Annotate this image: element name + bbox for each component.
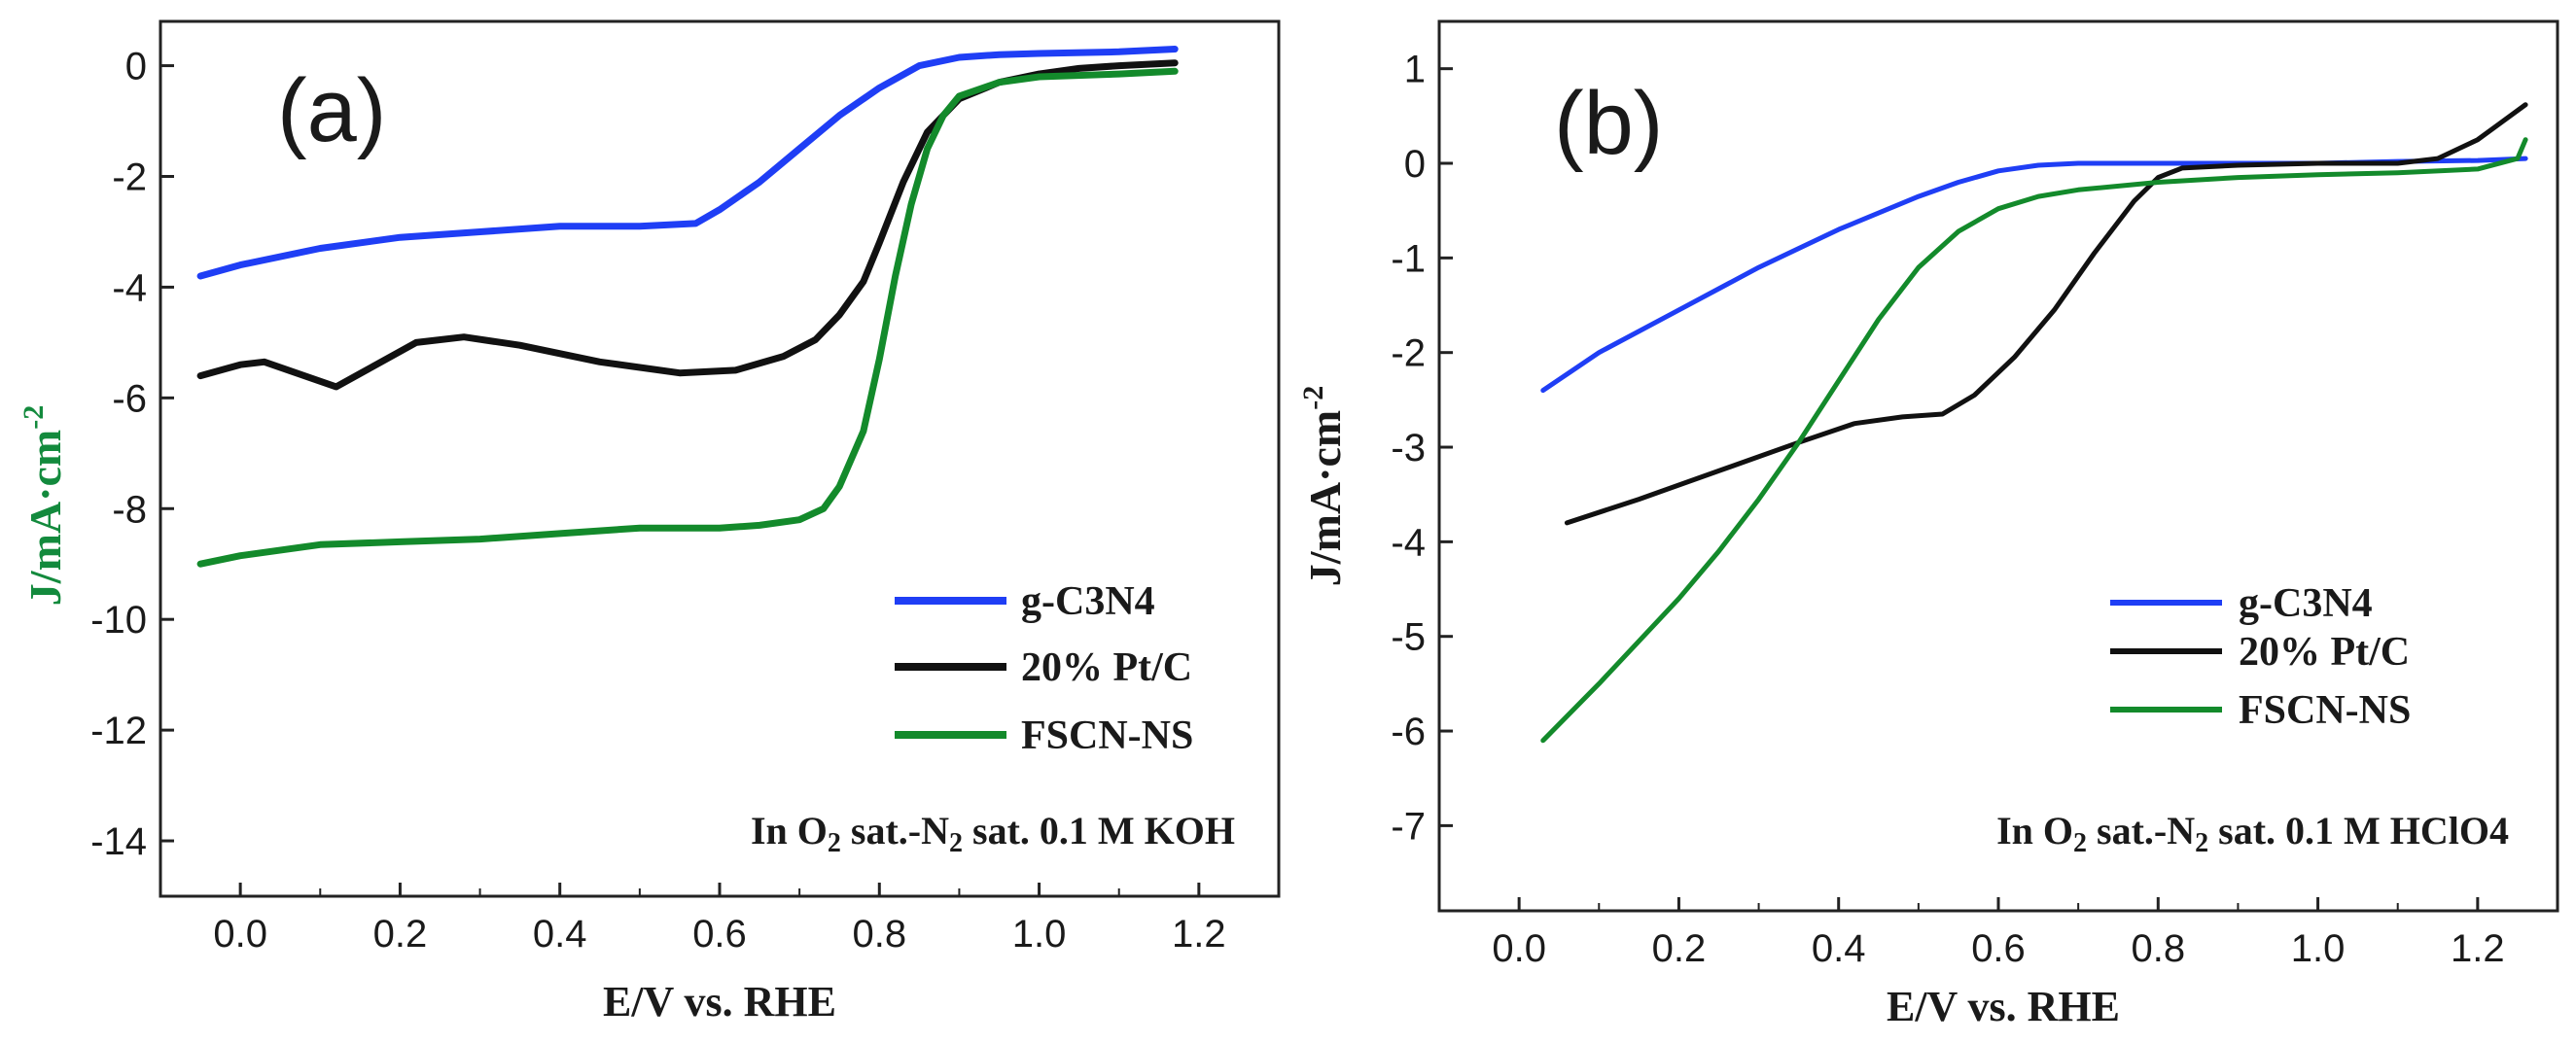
legend-label-fscn-ns-a: FSCN-NS bbox=[1021, 713, 1193, 758]
chart-panel-b: 0.0 0.2 0.4 0.6 0.8 1.0 1.2 1 0 -1 -2 -3 -4 -5 -6 -7 (b… bbox=[1297, 19, 2559, 1030]
y-tick-label: -14 bbox=[90, 820, 147, 863]
x-tick-label: 0.4 bbox=[533, 913, 587, 956]
y-tick-label: -10 bbox=[90, 599, 147, 642]
series-line-fscn-ns-a bbox=[196, 67, 1179, 568]
panel-label-b: (b) bbox=[1554, 74, 1663, 173]
annot-a-prefix: In O bbox=[751, 809, 828, 852]
x-tick-label: 0.0 bbox=[1492, 927, 1546, 970]
x-tick-label: 0.2 bbox=[373, 913, 428, 956]
legend-a: g-C3N4 20% Pt/C FSCN-NS bbox=[895, 579, 1193, 758]
x-tick-label: 1.2 bbox=[1172, 913, 1226, 956]
condition-annotation-a: In O2 sat.-N2 sat. 0.1 M KOH bbox=[751, 809, 1235, 858]
series-line-fscn-ns-b bbox=[1540, 137, 2528, 744]
x-tick-label: 1.2 bbox=[2451, 927, 2505, 970]
y-axis-label-a: J/mA·cm-2 bbox=[18, 405, 70, 606]
series-lines-a bbox=[196, 46, 1179, 568]
y-tick-label: -12 bbox=[90, 710, 147, 752]
x-axis-label-a: E/V vs. RHE bbox=[603, 978, 836, 1026]
legend-label-fscn-ns-b: FSCN-NS bbox=[2239, 688, 2411, 733]
y-tick-label: -2 bbox=[1391, 332, 1426, 375]
annot-b-mid: sat.-N bbox=[2087, 809, 2195, 852]
x-tick-label: 0.8 bbox=[852, 913, 906, 956]
y-tick-label: 1 bbox=[1404, 49, 1426, 91]
y-axis-label-b-text: J/mA·cm bbox=[1300, 410, 1350, 586]
series-line-20-pt-c-b bbox=[1564, 102, 2528, 526]
condition-annotation-b: In O2 sat.-N2 sat. 0.1 M HClO4 bbox=[1996, 809, 2509, 858]
annot-a-sub2: 2 bbox=[949, 828, 963, 858]
annot-a-suffix: sat. 0.1 M KOH bbox=[963, 809, 1235, 852]
x-tick-label: 0.6 bbox=[692, 913, 747, 956]
y-tick-label: -6 bbox=[1391, 711, 1426, 753]
x-tick-label: 1.0 bbox=[2291, 927, 2346, 970]
legend-label-pt-c-a: 20% Pt/C bbox=[1021, 645, 1192, 690]
series-lines-b bbox=[1540, 102, 2528, 744]
x-tick-label: 0.8 bbox=[2131, 927, 2185, 970]
y-tick-label: -4 bbox=[1391, 521, 1426, 564]
y-axis-label-b-superscript: -2 bbox=[1297, 386, 1329, 410]
legend-label-g-c3n4-a: g-C3N4 bbox=[1021, 579, 1155, 624]
chart-panel-a: 0.0 0.2 0.4 0.6 0.8 1.0 1.20-2-4-6-8-10-12-14 … bbox=[18, 19, 1281, 1026]
x-tick-label: 0.6 bbox=[1971, 927, 2026, 970]
x-tick-label: 0.4 bbox=[1812, 927, 1866, 970]
series-line-g-c3n4-a bbox=[196, 46, 1179, 280]
y-tick-label: -4 bbox=[112, 266, 147, 309]
y-tick-label: -1 bbox=[1391, 237, 1426, 280]
annot-b-suffix: sat. 0.1 M HClO4 bbox=[2208, 809, 2509, 852]
y-tick-label: 0 bbox=[1404, 143, 1426, 186]
legend-b: g-C3N4 20% Pt/C FSCN-NS bbox=[2110, 581, 2411, 733]
y-axis-label-a-superscript: -2 bbox=[18, 405, 50, 430]
annot-b-sub1: 2 bbox=[2073, 828, 2087, 858]
y-axis-label-a-text: J/mA·cm bbox=[20, 430, 70, 606]
annot-a-mid: sat.-N bbox=[841, 809, 949, 852]
y-tick-label: -7 bbox=[1391, 805, 1426, 848]
axes-a: 0.0 0.2 0.4 0.6 0.8 1.0 1.2 0 -2 -4 -6 -8 -10 -12 -14 bbox=[90, 46, 1280, 956]
series-line-g-c3n4-b bbox=[1540, 156, 2528, 394]
y-tick-label: -3 bbox=[1391, 427, 1426, 469]
annot-a-sub1: 2 bbox=[828, 828, 841, 858]
x-tick-label: 0.2 bbox=[1652, 927, 1707, 970]
y-tick-label: -2 bbox=[112, 156, 147, 198]
x-axis-label-b: E/V vs. RHE bbox=[1887, 983, 2120, 1030]
y-tick-label: -8 bbox=[112, 488, 147, 531]
panel-label-a: (a) bbox=[277, 61, 386, 160]
y-axis-label-b: J/mA·cm-2 bbox=[1297, 386, 1350, 586]
annot-b-prefix: In O bbox=[1996, 809, 2073, 852]
annot-b-sub2: 2 bbox=[2195, 828, 2208, 858]
axes-b: 0.0 0.2 0.4 0.6 0.8 1.0 1.2 1 0 -1 -2 -3 -4 -5 -6 -7 bbox=[1391, 49, 2558, 970]
y-tick-label: 0 bbox=[125, 46, 147, 88]
legend-label-g-c3n4-b: g-C3N4 bbox=[2239, 581, 2373, 626]
legend-label-pt-c-b: 20% Pt/C bbox=[2239, 630, 2410, 675]
y-tick-label: -6 bbox=[112, 377, 147, 420]
y-tick-label: -5 bbox=[1391, 616, 1426, 659]
x-tick-label: 0.0 bbox=[213, 913, 267, 956]
x-tick-label: 1.0 bbox=[1012, 913, 1067, 956]
